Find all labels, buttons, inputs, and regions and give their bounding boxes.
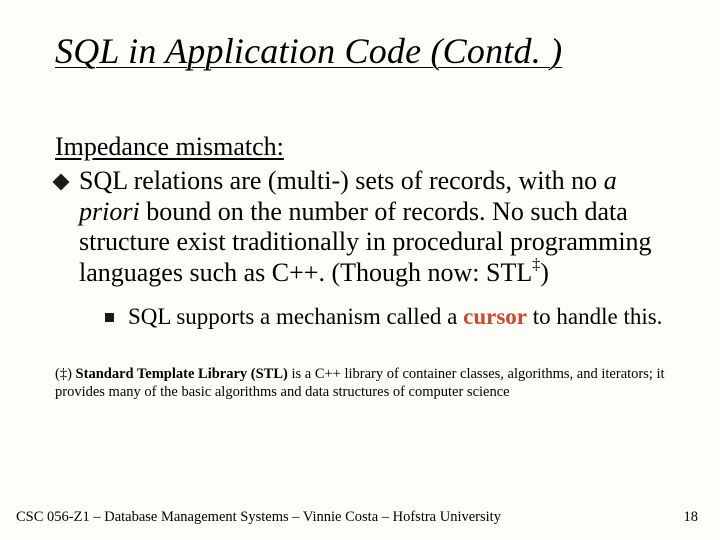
text-span: SQL supports a mechanism called a	[128, 304, 463, 329]
text-span: bound on the number of records. No such …	[79, 197, 652, 287]
footnote-bold: Standard Template Library (STL)	[76, 366, 288, 382]
cursor-keyword: cursor	[463, 304, 527, 329]
dagger-mark: ‡	[532, 256, 540, 273]
subheading: Impedance mismatch:	[55, 132, 665, 162]
text-span: SQL relations are (multi-) sets of recor…	[79, 166, 604, 195]
diamond-bullet-icon	[53, 174, 70, 191]
sub-bullet-item: SQL supports a mechanism called a cursor…	[105, 303, 665, 331]
slide: SQL in Application Code (Contd. ) Impeda…	[0, 0, 720, 540]
bullet-text: SQL relations are (multi-) sets of recor…	[79, 166, 665, 289]
footer-text: CSC 056-Z1 – Database Management Systems…	[16, 509, 501, 526]
footnote: (‡) Standard Template Library (STL) is a…	[55, 365, 665, 401]
page-number: 18	[684, 509, 699, 526]
slide-title: SQL in Application Code (Contd. )	[55, 30, 665, 72]
footnote-dagger: (‡)	[55, 366, 76, 382]
text-span: to handle this.	[527, 304, 662, 329]
bullet-item: SQL relations are (multi-) sets of recor…	[55, 166, 665, 289]
text-span: )	[540, 258, 549, 287]
square-bullet-icon	[105, 313, 114, 322]
sub-bullet-text: SQL supports a mechanism called a cursor…	[128, 303, 665, 331]
